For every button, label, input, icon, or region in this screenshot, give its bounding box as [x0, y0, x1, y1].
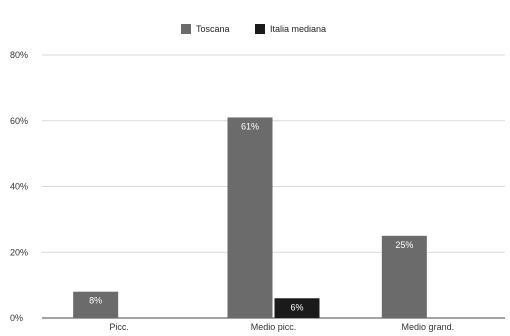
- x-tick-label: Picc.: [109, 322, 129, 332]
- y-tick-label: 20%: [10, 247, 28, 257]
- legend-swatch: [181, 24, 191, 34]
- y-tick-label: 80%: [10, 50, 28, 60]
- legend-swatch: [255, 24, 265, 34]
- legend-label: Italia mediana: [270, 24, 326, 34]
- data-label: 6%: [290, 302, 303, 312]
- x-tick-label: Medio grand.: [402, 322, 455, 332]
- x-tick-label: Medio picc.: [251, 322, 297, 332]
- bar: [73, 291, 119, 318]
- y-tick-label: 40%: [10, 182, 28, 192]
- legend-label: Toscana: [196, 24, 230, 34]
- data-label: 25%: [395, 240, 413, 250]
- data-label: 61%: [241, 121, 259, 131]
- bar: [381, 235, 427, 318]
- bar: [227, 117, 273, 319]
- data-label: 8%: [89, 296, 102, 306]
- y-tick-label: 60%: [10, 116, 28, 126]
- bar: [274, 298, 320, 318]
- y-tick-label: 0%: [10, 313, 23, 323]
